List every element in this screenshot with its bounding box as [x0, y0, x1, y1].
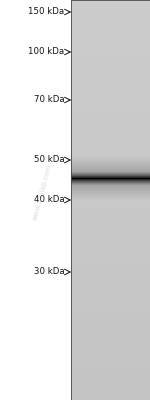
Bar: [70, 0, 150, 400]
Text: 40 kDa: 40 kDa: [34, 196, 64, 204]
Text: 70 kDa: 70 kDa: [34, 96, 64, 104]
Text: 150 kDa: 150 kDa: [28, 8, 64, 16]
Text: 30 kDa: 30 kDa: [34, 268, 64, 276]
Text: 50 kDa: 50 kDa: [34, 156, 64, 164]
Text: 100 kDa: 100 kDa: [28, 48, 64, 56]
Text: www.ptglab.com: www.ptglab.com: [32, 163, 52, 221]
